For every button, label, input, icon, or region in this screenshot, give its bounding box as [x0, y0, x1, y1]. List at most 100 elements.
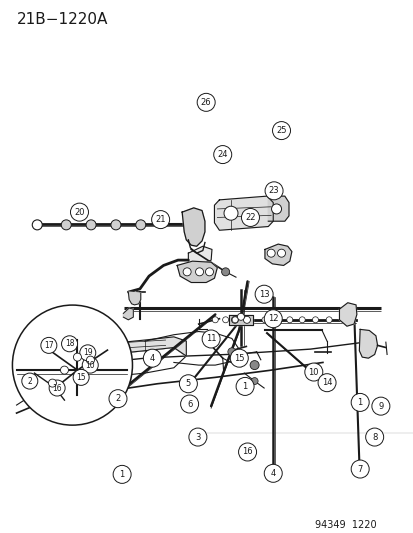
Text: 1: 1: [357, 398, 362, 407]
Text: 5: 5: [185, 379, 190, 388]
Circle shape: [270, 317, 275, 323]
Circle shape: [371, 397, 389, 415]
Circle shape: [231, 357, 240, 366]
Circle shape: [254, 285, 273, 303]
Text: 2: 2: [27, 377, 32, 385]
Circle shape: [60, 366, 68, 374]
Text: 17: 17: [44, 341, 54, 350]
Text: 11: 11: [205, 335, 216, 343]
Circle shape: [222, 317, 228, 323]
Text: 4: 4: [150, 354, 154, 362]
Text: 24: 24: [217, 150, 228, 159]
Text: 6: 6: [187, 400, 192, 408]
Polygon shape: [188, 246, 211, 266]
Circle shape: [86, 220, 96, 230]
Circle shape: [73, 369, 89, 385]
Circle shape: [232, 317, 237, 323]
Circle shape: [263, 464, 282, 482]
Circle shape: [271, 204, 281, 214]
Text: 23: 23: [268, 187, 279, 195]
Text: 1: 1: [119, 470, 124, 479]
Circle shape: [197, 93, 215, 111]
Circle shape: [312, 317, 318, 323]
Polygon shape: [358, 329, 377, 358]
Circle shape: [135, 220, 145, 230]
Circle shape: [113, 465, 131, 483]
Text: 20: 20: [74, 208, 85, 216]
Circle shape: [231, 316, 238, 324]
Circle shape: [227, 348, 235, 356]
Circle shape: [238, 443, 256, 461]
Circle shape: [350, 393, 368, 411]
Circle shape: [223, 206, 237, 220]
Text: 19: 19: [83, 349, 93, 357]
Circle shape: [213, 146, 231, 164]
Circle shape: [73, 353, 81, 361]
Circle shape: [111, 220, 121, 230]
Text: 18: 18: [65, 340, 74, 348]
Text: 4: 4: [270, 469, 275, 478]
Text: 15: 15: [233, 354, 244, 362]
Circle shape: [249, 361, 259, 369]
Circle shape: [272, 122, 290, 140]
Polygon shape: [214, 196, 273, 230]
Circle shape: [109, 390, 127, 408]
Circle shape: [304, 363, 322, 381]
Text: 22: 22: [244, 213, 255, 222]
Text: 10: 10: [85, 361, 95, 369]
Circle shape: [277, 249, 285, 257]
Circle shape: [61, 220, 71, 230]
Circle shape: [212, 317, 218, 323]
Text: 7: 7: [357, 465, 362, 473]
Circle shape: [151, 211, 169, 229]
Text: 21: 21: [155, 215, 166, 224]
Circle shape: [188, 428, 206, 446]
Polygon shape: [123, 308, 133, 320]
Text: 26: 26: [200, 98, 211, 107]
Polygon shape: [228, 315, 252, 325]
Circle shape: [286, 317, 292, 323]
Text: 25: 25: [275, 126, 286, 135]
Text: 3: 3: [195, 433, 200, 441]
Circle shape: [325, 317, 331, 323]
Circle shape: [264, 182, 282, 200]
Circle shape: [12, 305, 132, 425]
Text: 9: 9: [377, 402, 382, 410]
Text: 16: 16: [242, 448, 252, 456]
Circle shape: [261, 317, 267, 323]
Polygon shape: [268, 196, 288, 221]
Circle shape: [299, 317, 304, 323]
Circle shape: [179, 375, 197, 393]
Text: 21B−1220A: 21B−1220A: [17, 12, 108, 27]
Polygon shape: [91, 337, 186, 356]
Polygon shape: [128, 292, 140, 305]
Circle shape: [202, 330, 220, 348]
Circle shape: [243, 316, 250, 324]
Polygon shape: [339, 303, 356, 326]
Text: 10: 10: [308, 368, 318, 376]
Polygon shape: [182, 208, 204, 246]
Circle shape: [22, 373, 38, 389]
Text: 15: 15: [76, 373, 86, 382]
Circle shape: [350, 460, 368, 478]
Circle shape: [205, 268, 213, 276]
Circle shape: [143, 349, 161, 367]
Circle shape: [195, 268, 203, 276]
Circle shape: [86, 356, 94, 364]
Circle shape: [365, 428, 383, 446]
Text: 14: 14: [321, 378, 332, 387]
Circle shape: [82, 357, 98, 373]
Circle shape: [266, 249, 275, 257]
Polygon shape: [264, 244, 291, 265]
Text: 13: 13: [258, 290, 269, 298]
Text: 1: 1: [242, 382, 247, 391]
Circle shape: [263, 310, 282, 328]
Circle shape: [241, 208, 259, 227]
Circle shape: [49, 380, 65, 396]
Circle shape: [41, 337, 57, 353]
Circle shape: [32, 220, 42, 230]
Text: 12: 12: [267, 314, 278, 323]
Circle shape: [70, 203, 88, 221]
Circle shape: [62, 336, 77, 352]
Text: 2: 2: [115, 394, 120, 403]
